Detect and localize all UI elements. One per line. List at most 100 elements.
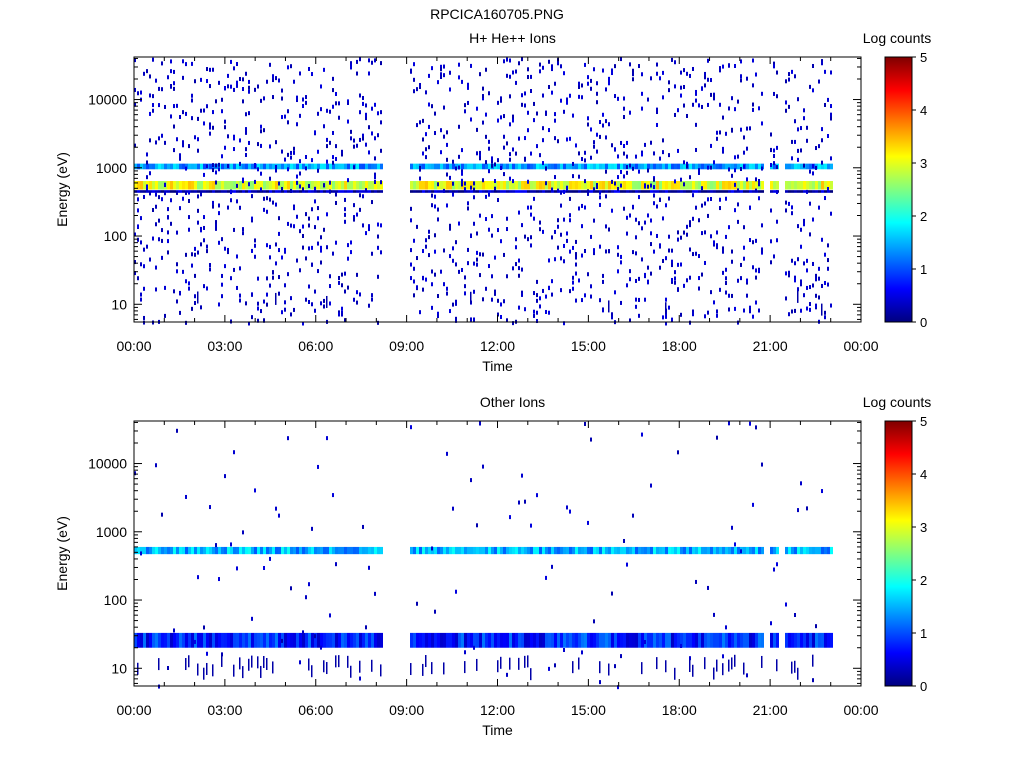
noise-cell bbox=[710, 78, 712, 83]
band-cell bbox=[521, 546, 524, 555]
noise-cell bbox=[287, 221, 289, 226]
noise-cell bbox=[668, 234, 670, 239]
band-cell bbox=[743, 632, 746, 648]
band-cell bbox=[785, 546, 788, 555]
noise-cell bbox=[461, 171, 463, 176]
band-cell bbox=[320, 632, 323, 648]
band-cell bbox=[530, 181, 533, 190]
band-cell bbox=[740, 632, 743, 648]
noise-cell bbox=[440, 150, 442, 155]
noise-cell bbox=[191, 306, 193, 311]
noise-cell bbox=[812, 261, 814, 266]
noise-cell bbox=[137, 197, 139, 202]
noise-cell bbox=[236, 199, 238, 204]
noise-cell bbox=[422, 287, 424, 292]
noise-cell bbox=[200, 192, 202, 197]
noise-cell bbox=[506, 73, 508, 78]
noise-cell bbox=[419, 165, 421, 170]
noise-cell bbox=[716, 435, 718, 440]
noise-cell bbox=[593, 67, 595, 72]
noise-cell bbox=[326, 137, 328, 142]
band-cell bbox=[380, 190, 383, 193]
noise-cell bbox=[608, 227, 610, 232]
band-cell bbox=[146, 163, 149, 170]
band-cell bbox=[683, 190, 686, 193]
x-tick-label: 12:00 bbox=[480, 338, 515, 354]
noise-cell bbox=[347, 285, 349, 290]
noise-cell bbox=[581, 224, 583, 229]
band-cell bbox=[458, 181, 461, 190]
noise-cell bbox=[704, 314, 706, 319]
band-cell bbox=[431, 163, 434, 170]
noise-cell bbox=[143, 264, 145, 269]
noise-cell bbox=[683, 68, 685, 73]
band-cell bbox=[215, 190, 218, 193]
noise-cell bbox=[284, 307, 286, 312]
band-cell bbox=[512, 632, 515, 648]
band-cell bbox=[317, 546, 320, 555]
noise-cell bbox=[248, 182, 250, 187]
noise-cell bbox=[800, 244, 802, 249]
band-cell bbox=[482, 181, 485, 190]
noise-cell bbox=[713, 160, 715, 165]
noise-cell bbox=[509, 58, 511, 63]
noise-cell bbox=[182, 143, 184, 148]
band-cell bbox=[569, 190, 572, 193]
band-cell bbox=[161, 163, 164, 170]
band-cell bbox=[221, 632, 224, 648]
noise-cell bbox=[185, 166, 187, 171]
band-cell bbox=[734, 163, 737, 170]
noise-cell bbox=[821, 283, 823, 288]
noise-cell bbox=[359, 676, 361, 681]
noise-cell bbox=[551, 90, 553, 95]
band-cell bbox=[704, 546, 707, 555]
noise-cell bbox=[500, 115, 502, 120]
band-cell bbox=[461, 546, 464, 555]
noise-cell bbox=[176, 230, 178, 235]
noise-cell bbox=[368, 565, 370, 570]
noise-cell bbox=[500, 96, 502, 101]
noise-cell bbox=[758, 269, 760, 274]
band-cell bbox=[554, 163, 557, 170]
noise-cell bbox=[656, 122, 658, 127]
band-cell bbox=[173, 181, 176, 190]
noise-cell bbox=[458, 75, 460, 80]
noise-cell bbox=[785, 602, 787, 607]
band-cell bbox=[356, 163, 359, 170]
band-cell bbox=[377, 163, 380, 170]
band-cell bbox=[521, 632, 524, 648]
noise-cell bbox=[755, 177, 757, 182]
x-tick-label: 00:00 bbox=[116, 338, 151, 354]
band-cell bbox=[686, 190, 689, 193]
noise-cell bbox=[593, 187, 595, 192]
band-cell bbox=[500, 632, 503, 648]
band-cell bbox=[740, 190, 743, 193]
noise-cell bbox=[563, 321, 565, 326]
noise-cell bbox=[545, 575, 547, 580]
band-cell bbox=[557, 181, 560, 190]
band-cell bbox=[818, 632, 821, 648]
band-cell bbox=[173, 190, 176, 193]
noise-cell bbox=[755, 188, 757, 193]
noise-cell bbox=[581, 298, 583, 303]
noise-cell bbox=[347, 256, 349, 261]
noise-cell bbox=[437, 182, 439, 187]
noise-cell bbox=[653, 249, 655, 254]
colorbar-label: Log counts bbox=[863, 394, 932, 410]
noise-cell bbox=[752, 107, 754, 112]
band-cell bbox=[446, 632, 449, 648]
noise-cell bbox=[239, 161, 241, 166]
noise-cell bbox=[641, 72, 643, 77]
noise-cell bbox=[365, 116, 367, 121]
band-cell bbox=[518, 163, 521, 170]
band-cell bbox=[452, 546, 455, 555]
band-cell bbox=[467, 190, 470, 193]
band-cell bbox=[302, 181, 305, 190]
noise-cell bbox=[662, 258, 664, 263]
band-cell bbox=[770, 181, 773, 190]
noise-cell bbox=[257, 142, 259, 147]
noise-cell bbox=[755, 275, 757, 280]
noise-cell bbox=[488, 139, 490, 144]
noise-cell bbox=[650, 76, 652, 81]
noise-cell bbox=[749, 205, 751, 210]
